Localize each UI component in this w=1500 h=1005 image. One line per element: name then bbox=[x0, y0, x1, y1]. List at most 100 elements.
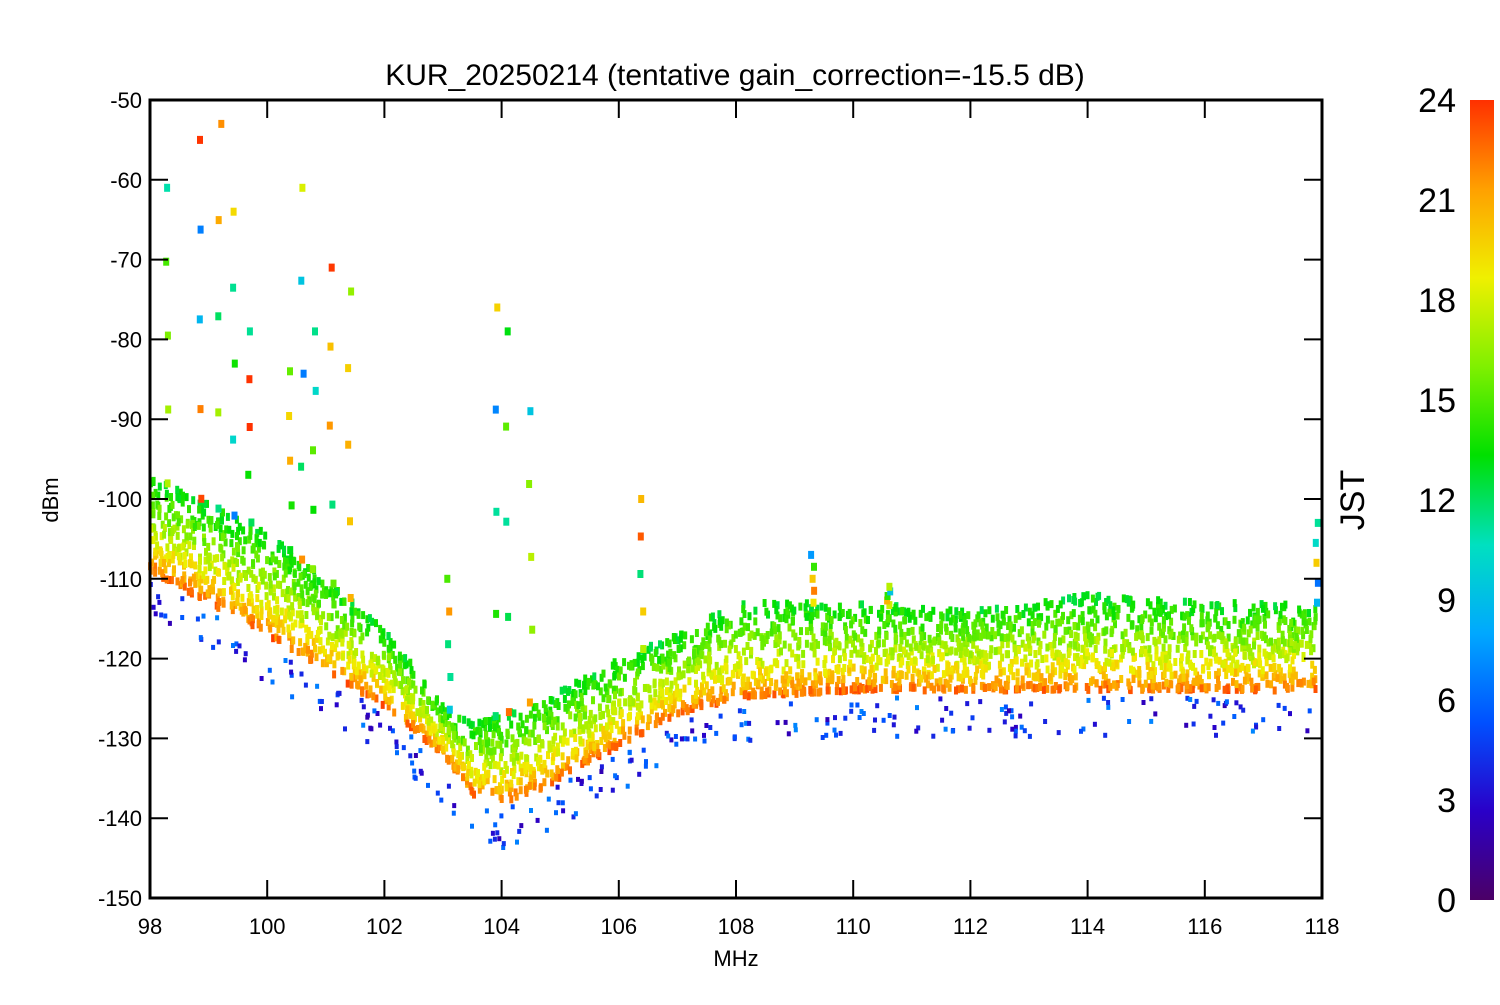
data-point bbox=[499, 767, 504, 776]
data-point bbox=[1137, 615, 1142, 624]
data-point bbox=[1172, 604, 1177, 613]
data-point-low bbox=[317, 698, 322, 704]
data-point bbox=[1048, 673, 1053, 682]
data-point bbox=[480, 739, 485, 748]
colorbar-tick-label: 18 bbox=[1418, 282, 1456, 320]
data-point bbox=[287, 566, 292, 575]
data-point bbox=[364, 681, 369, 690]
data-point bbox=[653, 702, 658, 711]
data-point bbox=[604, 689, 609, 698]
data-point bbox=[421, 725, 426, 734]
data-point bbox=[1023, 603, 1028, 612]
data-point bbox=[568, 711, 573, 720]
peak-point bbox=[526, 480, 533, 488]
data-point bbox=[231, 547, 236, 556]
peak-point bbox=[493, 609, 500, 618]
data-point bbox=[906, 652, 911, 661]
data-point bbox=[639, 729, 643, 738]
data-point bbox=[1309, 647, 1314, 656]
data-point bbox=[999, 633, 1004, 642]
data-point bbox=[1214, 655, 1219, 664]
data-point bbox=[631, 698, 635, 707]
data-point bbox=[334, 631, 339, 640]
data-point bbox=[622, 673, 627, 682]
data-point bbox=[1230, 667, 1234, 676]
data-point bbox=[606, 695, 611, 703]
data-point bbox=[756, 679, 761, 688]
data-point bbox=[251, 574, 256, 583]
data-point bbox=[231, 563, 236, 572]
data-point bbox=[878, 657, 883, 666]
data-point bbox=[587, 754, 592, 763]
data-point bbox=[653, 720, 658, 729]
data-point bbox=[954, 686, 958, 695]
data-point bbox=[263, 531, 268, 540]
data-point bbox=[611, 717, 616, 725]
peak-point bbox=[230, 435, 237, 444]
data-point bbox=[677, 666, 681, 675]
data-point bbox=[881, 639, 886, 648]
data-point-low bbox=[702, 738, 707, 744]
data-point-low bbox=[576, 776, 580, 782]
data-point bbox=[213, 566, 218, 575]
data-point bbox=[472, 778, 477, 787]
data-point bbox=[380, 700, 385, 709]
peak-point bbox=[505, 612, 512, 621]
data-point bbox=[236, 544, 240, 553]
data-point bbox=[237, 522, 242, 531]
data-point bbox=[1033, 673, 1038, 682]
data-point bbox=[724, 693, 729, 702]
data-point bbox=[264, 602, 269, 611]
data-point bbox=[374, 694, 379, 703]
data-point bbox=[187, 541, 192, 550]
peak-point bbox=[503, 517, 510, 526]
data-point-low bbox=[999, 707, 1004, 712]
data-point-low bbox=[198, 635, 203, 641]
data-point bbox=[810, 680, 815, 689]
data-point bbox=[763, 668, 768, 677]
data-point bbox=[283, 615, 288, 624]
data-point bbox=[573, 713, 578, 722]
data-point bbox=[1310, 672, 1315, 681]
data-point bbox=[361, 655, 366, 664]
data-point bbox=[1271, 664, 1276, 673]
data-point bbox=[687, 656, 691, 665]
peak-point bbox=[529, 625, 536, 634]
data-point bbox=[634, 727, 639, 736]
data-point bbox=[549, 711, 554, 720]
data-point-low bbox=[409, 734, 414, 740]
data-point bbox=[856, 686, 861, 695]
peak-point bbox=[347, 594, 354, 602]
data-point bbox=[488, 761, 493, 770]
data-point bbox=[301, 647, 306, 656]
data-point bbox=[364, 665, 369, 674]
data-point bbox=[247, 616, 252, 625]
data-point bbox=[798, 602, 803, 611]
data-point bbox=[954, 607, 959, 616]
data-point bbox=[1267, 652, 1272, 661]
data-point bbox=[453, 763, 458, 772]
data-point bbox=[485, 776, 490, 785]
data-point bbox=[1030, 621, 1035, 629]
data-point bbox=[511, 757, 516, 766]
data-point bbox=[164, 489, 169, 498]
data-point bbox=[356, 680, 361, 689]
data-point-low bbox=[1009, 708, 1014, 714]
data-point bbox=[880, 605, 885, 613]
data-point bbox=[949, 646, 954, 655]
data-point bbox=[820, 622, 825, 631]
data-point bbox=[781, 666, 786, 675]
data-point bbox=[593, 714, 598, 723]
data-point bbox=[908, 643, 913, 652]
data-point bbox=[716, 674, 721, 683]
data-point bbox=[599, 737, 604, 745]
data-point-low bbox=[950, 728, 955, 734]
peak-point bbox=[504, 327, 511, 336]
data-point bbox=[1180, 612, 1185, 621]
data-point bbox=[975, 614, 980, 623]
data-point-low bbox=[914, 728, 919, 734]
data-point bbox=[868, 605, 873, 614]
data-point bbox=[956, 685, 961, 694]
data-point bbox=[1000, 653, 1005, 662]
y-tick-label: -50 bbox=[110, 88, 142, 113]
